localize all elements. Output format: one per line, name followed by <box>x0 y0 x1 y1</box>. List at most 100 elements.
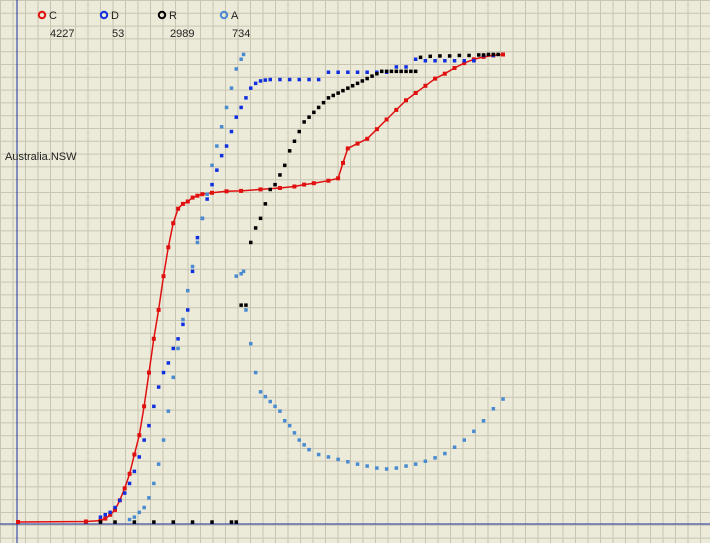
data-point-R <box>491 52 496 57</box>
data-point-A <box>433 456 437 460</box>
data-point-A <box>224 105 229 110</box>
data-point-R <box>438 54 442 58</box>
data-point-R <box>355 81 360 86</box>
data-point-A <box>239 57 243 61</box>
data-point-A <box>316 452 321 457</box>
data-point-R <box>258 216 263 221</box>
data-point-R <box>428 54 432 59</box>
data-point-R <box>370 74 374 78</box>
data-point-R <box>132 520 137 524</box>
data-point-D <box>108 510 112 515</box>
legend-key: A <box>231 10 239 22</box>
data-point-A <box>137 510 141 515</box>
data-point-A <box>166 409 171 413</box>
data-point-C <box>355 141 360 146</box>
data-point-R <box>375 72 379 76</box>
data-point-A <box>171 375 175 380</box>
data-point-C <box>156 307 161 312</box>
data-point-C <box>365 136 370 141</box>
data-point-C <box>103 516 108 521</box>
data-point-C <box>190 195 195 200</box>
data-point-R <box>244 303 248 307</box>
data-point-C <box>277 186 282 190</box>
data-point-R <box>283 163 287 168</box>
data-point-R <box>268 187 272 192</box>
data-point-R <box>360 79 365 83</box>
data-point-D <box>181 322 185 327</box>
data-point-C <box>185 199 190 204</box>
data-point-R <box>302 120 306 124</box>
data-point-R <box>384 69 389 74</box>
data-point-C <box>108 512 113 517</box>
data-point-C <box>501 52 505 57</box>
data-point-R <box>190 520 195 524</box>
data-point-D <box>268 77 272 82</box>
data-point-A <box>195 240 200 245</box>
data-point-C <box>413 91 418 95</box>
data-point-D <box>253 81 258 86</box>
data-point-A <box>283 419 287 423</box>
legend-value: 4227 <box>50 28 74 40</box>
data-point-C <box>195 193 200 198</box>
data-point-C <box>341 160 345 165</box>
data-point-C <box>462 61 467 66</box>
data-point-A <box>253 370 258 375</box>
data-point-C <box>423 83 428 88</box>
data-point-A <box>241 269 246 274</box>
data-point-D <box>205 197 209 201</box>
data-point-D <box>132 469 137 474</box>
legend-value: 2989 <box>170 28 194 40</box>
data-point-D <box>210 182 214 187</box>
data-point-A <box>186 288 190 293</box>
data-point-A <box>127 517 132 522</box>
data-point-A <box>355 462 360 466</box>
data-point-C <box>142 404 147 409</box>
data-point-A <box>142 505 146 510</box>
data-point-C <box>239 188 244 193</box>
data-point-R <box>321 100 326 105</box>
data-point-C <box>161 274 166 279</box>
data-point-C <box>326 178 331 183</box>
data-point-A <box>462 438 466 442</box>
data-point-D <box>190 269 195 274</box>
data-point-D <box>326 70 331 74</box>
data-point-A <box>234 274 238 278</box>
data-point-A <box>297 438 301 442</box>
data-point-C <box>336 176 341 181</box>
data-point-R <box>346 86 350 90</box>
legend-item-A: A 734 <box>219 10 250 40</box>
data-point-A <box>302 443 306 447</box>
data-point-D <box>346 70 350 74</box>
data-point-D <box>249 86 253 90</box>
data-point-C <box>166 245 171 250</box>
data-point-C <box>132 452 137 457</box>
data-point-D <box>355 70 360 74</box>
data-point-R <box>399 69 403 74</box>
data-point-A <box>263 394 268 399</box>
legend-key: C <box>49 10 57 22</box>
data-point-C <box>127 471 132 476</box>
data-point-A <box>278 409 282 413</box>
region-label: Australia.NSW <box>5 151 77 163</box>
data-point-A <box>176 346 180 351</box>
data-point-D <box>215 168 219 172</box>
data-point-A <box>219 125 224 129</box>
data-point-A <box>336 457 340 462</box>
data-point-A <box>384 467 389 471</box>
legend-item-D: D 53 <box>99 10 124 40</box>
data-point-D <box>472 59 476 63</box>
data-point-D <box>394 65 399 69</box>
data-point-A <box>210 163 214 168</box>
data-point-C <box>433 76 438 81</box>
data-point-A <box>147 496 151 500</box>
data-point-C <box>83 519 88 524</box>
data-point-D <box>443 59 447 63</box>
data-point-D <box>118 498 122 503</box>
data-point-R <box>336 91 340 95</box>
data-point-R <box>404 69 408 74</box>
data-point-C <box>16 520 20 524</box>
series-R <box>98 52 500 524</box>
data-point-R <box>171 520 175 524</box>
